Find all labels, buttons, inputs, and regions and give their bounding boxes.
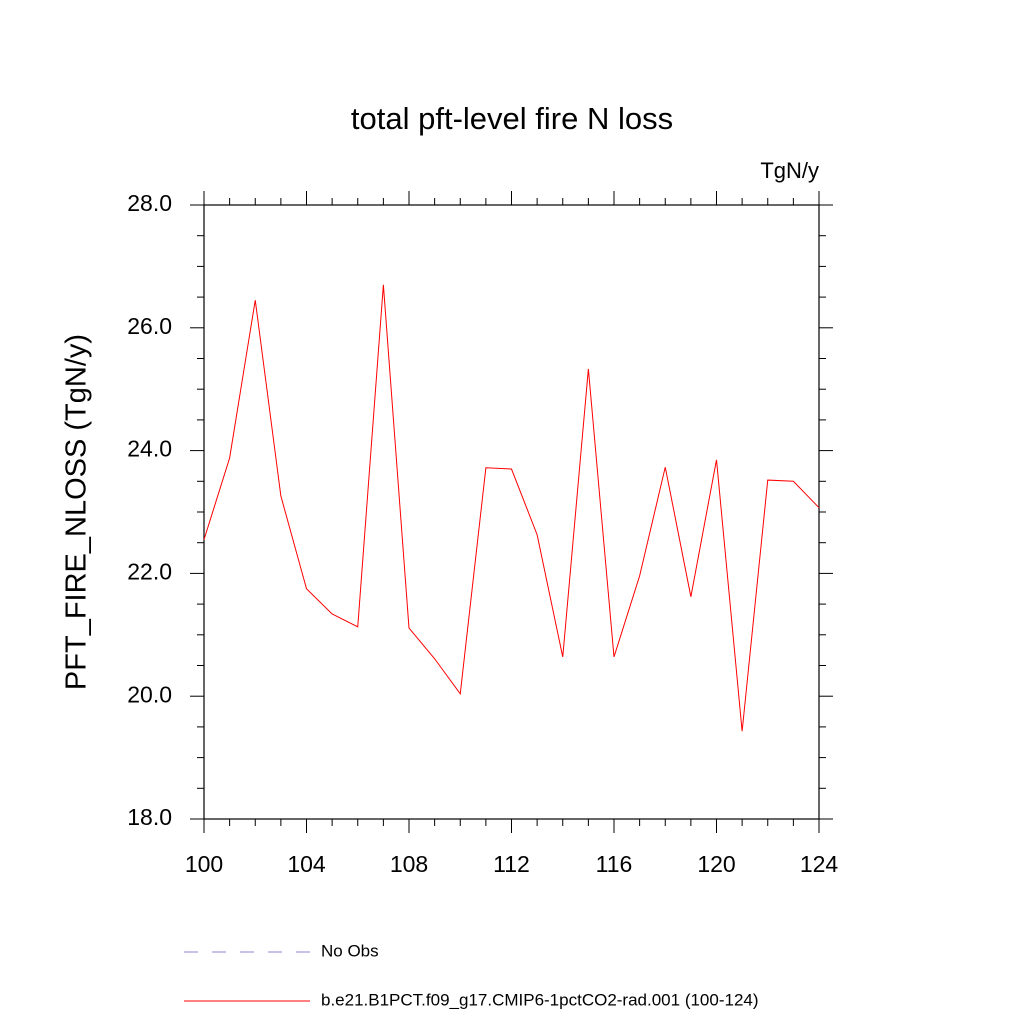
x-tick-label: 104 xyxy=(287,851,326,877)
plot-frame xyxy=(203,204,820,820)
legend-label: b.e21.B1PCT.f09_g17.CMIP6-1pctCO2-rad.00… xyxy=(321,990,759,1009)
x-tick-label: 116 xyxy=(596,851,633,877)
units-label: TgN/y xyxy=(760,158,819,183)
y-tick-label: 26.0 xyxy=(127,313,172,339)
x-tick-label: 100 xyxy=(185,851,223,877)
x-tick-label: 120 xyxy=(697,851,735,877)
y-axis-label: PFT_FIRE_NLOSS (TgN/y) xyxy=(61,334,93,690)
y-tick-label: 28.0 xyxy=(127,190,172,216)
legend-label: No Obs xyxy=(321,941,379,960)
y-tick-label: 24.0 xyxy=(127,436,172,462)
y-tick-label: 20.0 xyxy=(127,681,172,707)
chart-title: total pft-level fire N loss xyxy=(351,101,673,136)
y-tick-label: 18.0 xyxy=(127,804,172,830)
y-tick-label: 22.0 xyxy=(127,558,172,584)
x-tick-label: 124 xyxy=(800,851,839,877)
x-tick-label: 108 xyxy=(390,851,428,877)
data-line xyxy=(203,284,820,732)
x-tick-label: 112 xyxy=(493,851,530,877)
